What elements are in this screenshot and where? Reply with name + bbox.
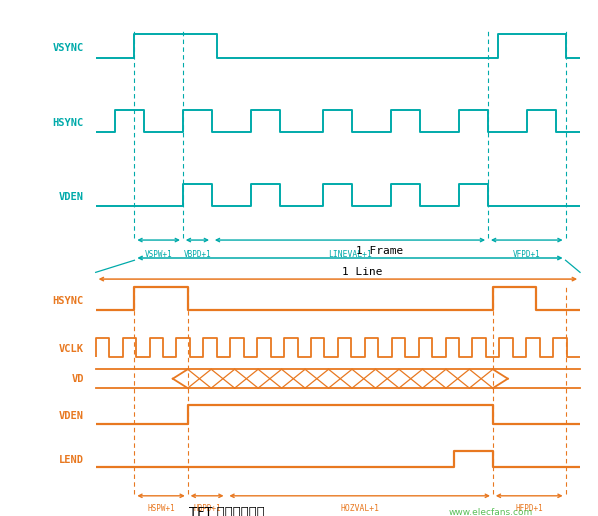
Text: VSPW+1: VSPW+1: [145, 250, 173, 259]
Text: HBPD+1: HBPD+1: [193, 504, 221, 513]
Text: VD: VD: [71, 374, 84, 384]
Text: VCLK: VCLK: [59, 344, 84, 354]
Text: VBPD+1: VBPD+1: [184, 250, 211, 259]
Text: 1 Frame: 1 Frame: [356, 246, 404, 256]
Text: VSYNC: VSYNC: [53, 43, 84, 54]
Text: HOZVAL+1: HOZVAL+1: [340, 504, 379, 513]
Text: LINEVAL+1: LINEVAL+1: [328, 250, 372, 259]
Text: VFPD+1: VFPD+1: [513, 250, 541, 259]
Text: HFPD+1: HFPD+1: [515, 504, 543, 513]
Text: VDEN: VDEN: [59, 192, 84, 202]
Text: 1 Line: 1 Line: [341, 267, 382, 277]
Text: HSYNC: HSYNC: [53, 118, 84, 128]
Text: TFT 屏工作时序图: TFT 屏工作时序图: [190, 506, 265, 516]
Text: HSYNC: HSYNC: [53, 296, 84, 305]
Text: www.elecfans.com: www.elecfans.com: [448, 508, 532, 516]
Text: VDEN: VDEN: [59, 411, 84, 422]
Text: HSPW+1: HSPW+1: [147, 504, 175, 513]
Text: LEND: LEND: [59, 455, 84, 465]
